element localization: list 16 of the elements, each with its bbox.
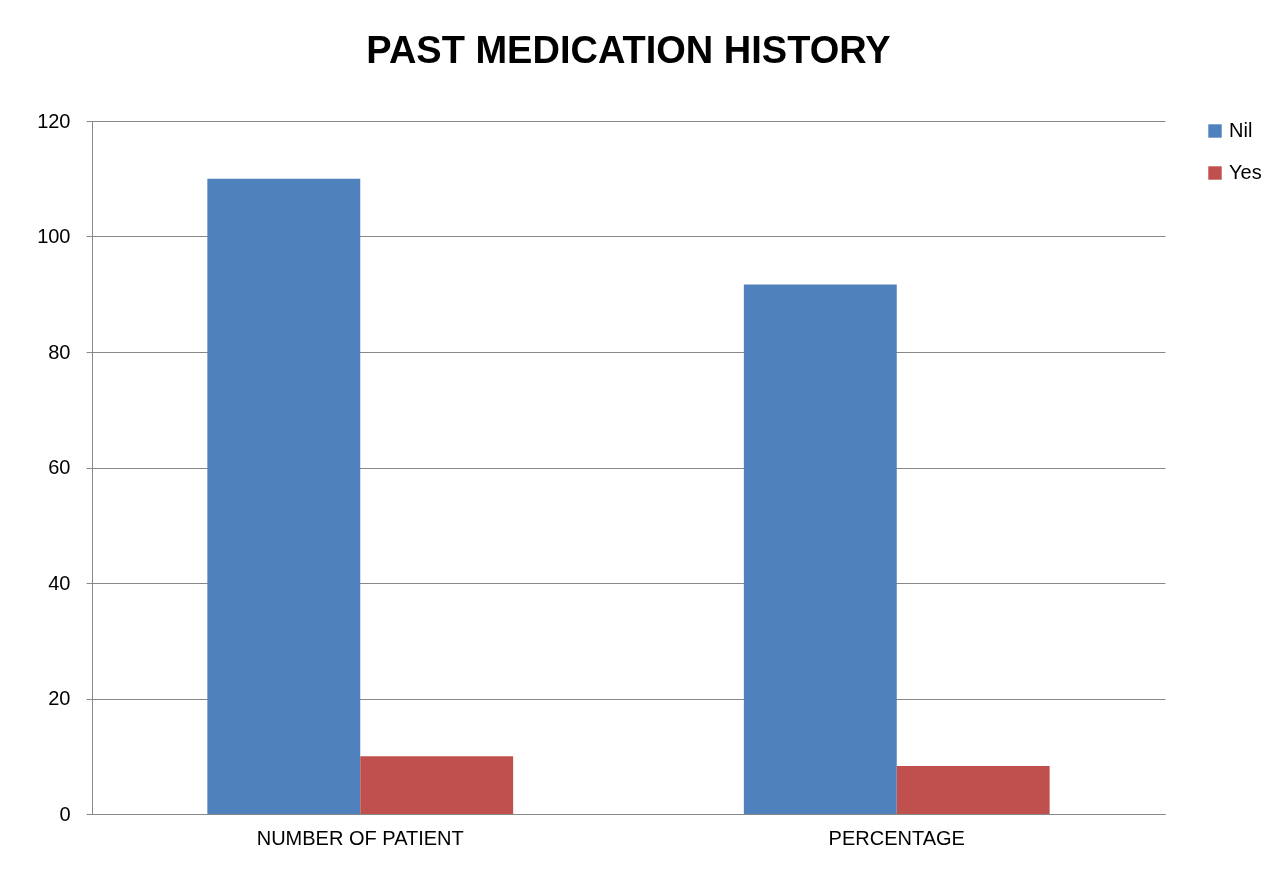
y-tick-label: 20 [48, 687, 71, 709]
x-tick-label: PERCENTAGE [828, 826, 965, 849]
y-tick-label: 0 [59, 802, 71, 825]
y-tick-label: 120 [37, 109, 71, 132]
legend-label: Yes [1229, 161, 1262, 183]
bar [743, 284, 897, 814]
y-tick-label: 60 [48, 456, 71, 478]
y-tick-label: 40 [48, 571, 71, 594]
legend-label: Nil [1229, 119, 1253, 141]
bar [360, 756, 514, 814]
bar [896, 766, 1050, 814]
y-tick-label: 80 [48, 340, 71, 363]
y-tick-label: 100 [37, 225, 71, 247]
bar [207, 178, 361, 814]
x-tick-label: NUMBER OF PATIENT [256, 826, 464, 849]
chart-title: PAST MEDICATION HISTORY [366, 29, 891, 71]
